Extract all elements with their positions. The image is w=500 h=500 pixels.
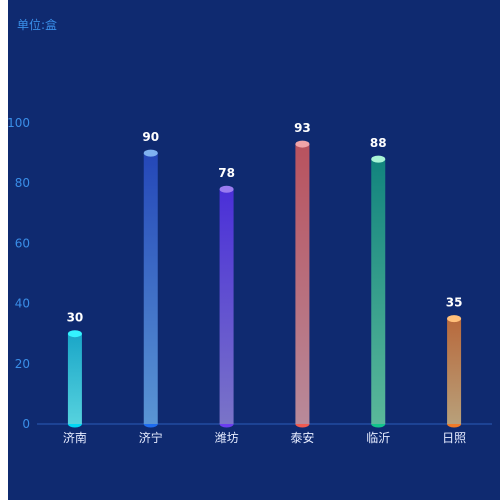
bar (371, 159, 386, 424)
bar-group (219, 185, 234, 428)
y-tick-label: 100 (8, 116, 30, 130)
bar-cap (295, 140, 310, 148)
bar (447, 318, 462, 424)
y-tick-label: 40 (15, 297, 30, 311)
data-label: 88 (370, 136, 387, 150)
bar (143, 153, 158, 424)
bar-cap (447, 315, 462, 323)
x-tick-label: 临沂 (366, 431, 390, 445)
bar-chart: 0 20 40 60 80 100 30 济南 90 济宁 78 潍坊 93 泰安 88 临沂 35 日照 (8, 116, 492, 445)
bar-cap (371, 155, 386, 163)
unit-label: 单位:盒 (17, 18, 58, 32)
bar-cap (67, 330, 82, 338)
x-tick-label: 济宁 (139, 430, 163, 445)
data-label: 30 (67, 311, 84, 325)
y-tick-label: 20 (15, 357, 30, 371)
y-tick-label: 0 (22, 417, 30, 431)
bar-group (447, 315, 462, 428)
chart-panel: 单位:盒 0 20 40 60 80 100 30 济南 90 济宁 78 潍坊 93 泰安 88 临沂 35… (8, 0, 500, 500)
bar-group (67, 330, 82, 428)
data-label: 90 (142, 130, 159, 144)
bar (219, 189, 234, 424)
bar-group (371, 155, 386, 428)
data-label: 93 (294, 121, 311, 135)
y-tick-label: 80 (15, 176, 30, 190)
bar-cap (143, 149, 158, 157)
bars-layer (67, 140, 462, 428)
y-tick-label: 60 (15, 236, 30, 250)
x-tick-label: 济南 (63, 430, 87, 445)
bar (67, 333, 82, 424)
bar (295, 144, 310, 424)
axis-layer: 0 20 40 60 80 100 (8, 116, 492, 431)
x-tick-label: 潍坊 (215, 430, 239, 445)
x-tick-label: 日照 (442, 431, 466, 445)
bar-group (143, 149, 158, 428)
data-label: 35 (446, 296, 463, 310)
bar-cap (219, 185, 234, 193)
data-label: 78 (218, 166, 235, 180)
labels-layer: 30 济南 90 济宁 78 潍坊 93 泰安 88 临沂 35 日照 (63, 121, 466, 445)
x-tick-label: 泰安 (290, 430, 314, 445)
bar-group (295, 140, 310, 428)
